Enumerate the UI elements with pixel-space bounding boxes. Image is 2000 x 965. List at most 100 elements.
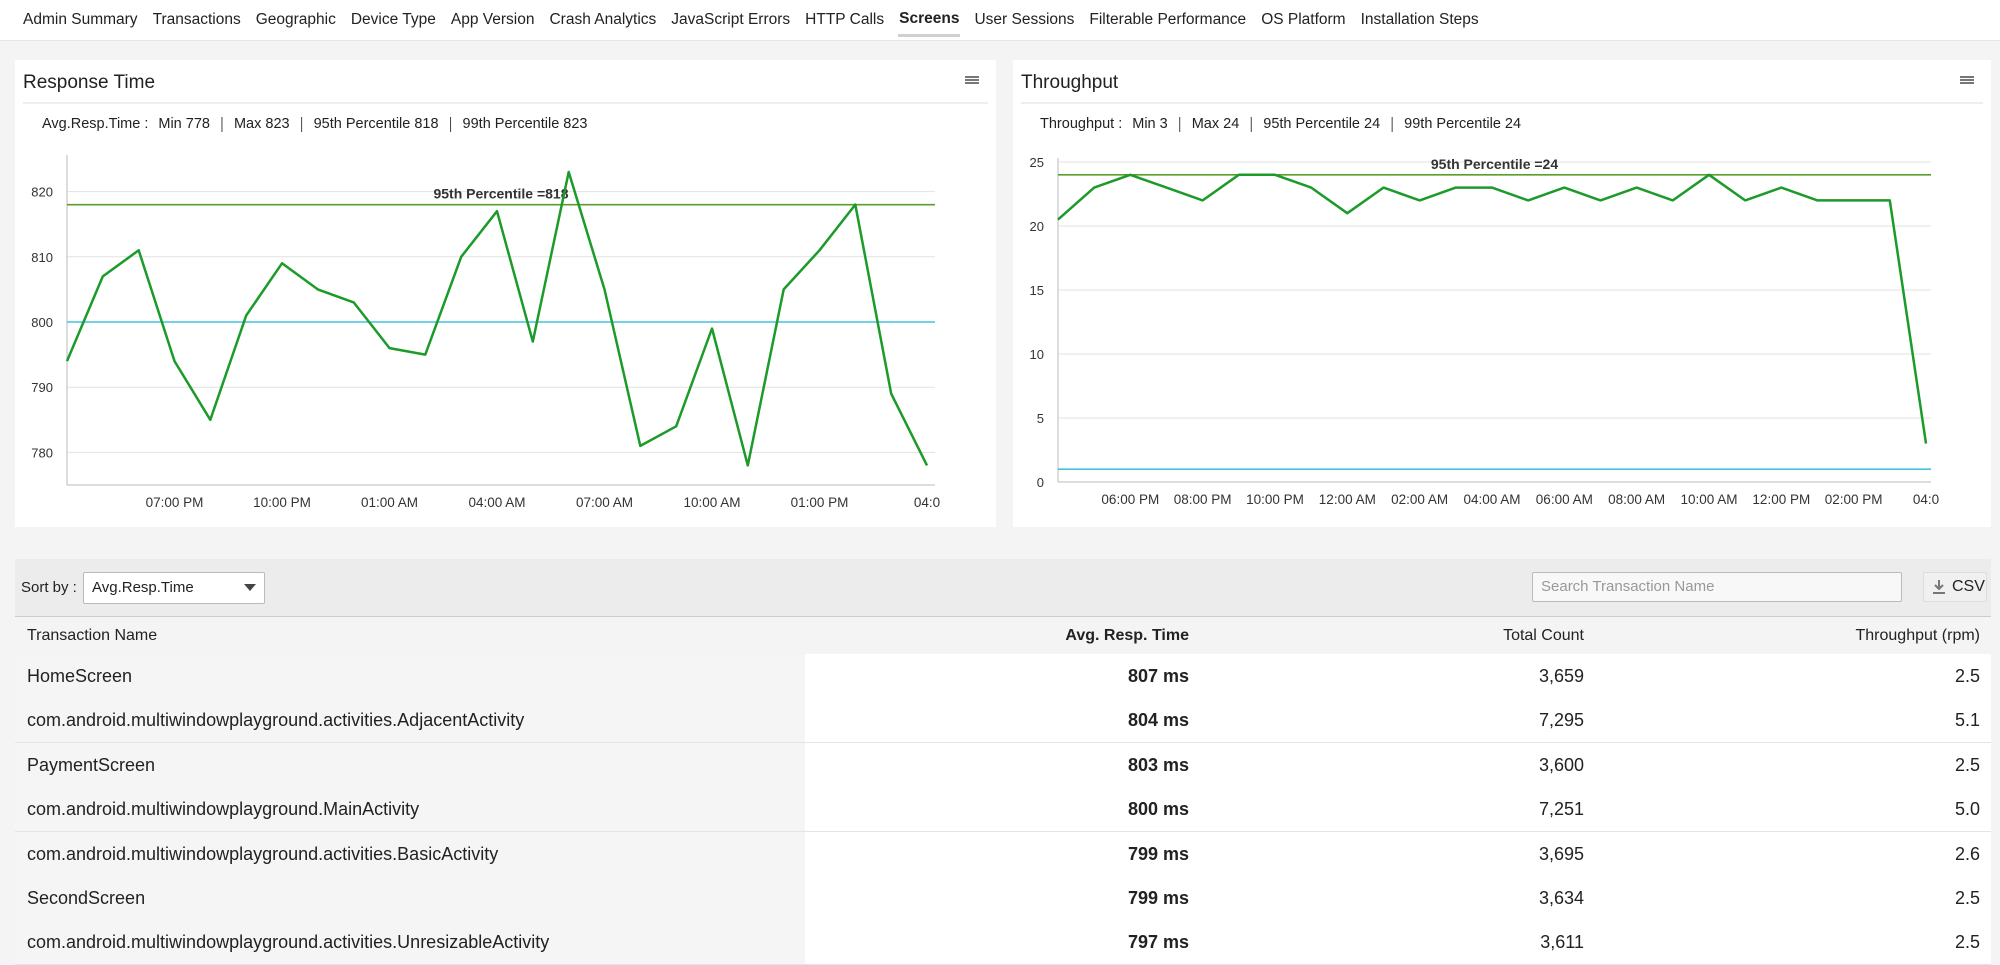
- chart-panel: Response Time Avg.Resp.Time : Min 778 Max 8…: [15, 60, 996, 527]
- chart-title: Response Time: [23, 72, 155, 93]
- csv-label: CSV: [1952, 578, 1985, 595]
- sort-select[interactable]: Avg.Resp.Time: [83, 572, 265, 604]
- tab[interactable]: Filterable Performance: [1089, 11, 1247, 28]
- x-tick-label: 10:00 PM: [253, 495, 311, 510]
- tab-bar: Admin Summary Transactions Geographic Devic…: [0, 0, 2000, 41]
- tab[interactable]: JavaScript Errors: [671, 11, 791, 28]
- series-line: [65, 170, 929, 467]
- x-tick-label: 04:0: [914, 495, 940, 510]
- tab[interactable]: Admin Summary: [23, 11, 138, 28]
- csv-button[interactable]: CSV: [1923, 572, 1987, 602]
- table-row[interactable]: HomeScreen 807 ms 3,659 2.5: [15, 654, 1991, 699]
- name-cell-bg: [15, 654, 805, 698]
- table-row[interactable]: com.android.multiwindowplayground.activi…: [15, 698, 1991, 744]
- table-cell: 2.5: [1954, 888, 1980, 908]
- table-cell: 3,659: [1538, 666, 1584, 686]
- table-cell: 5.1: [1954, 710, 1980, 731]
- tab[interactable]: App Version: [450, 11, 535, 28]
- table-cell: 803 ms: [1127, 754, 1189, 775]
- tab[interactable]: OS Platform: [1261, 11, 1346, 28]
- name-cell-bg: [15, 698, 805, 743]
- table-cell: 2.5: [1954, 754, 1980, 775]
- name-cell-bg: [15, 742, 805, 787]
- search-input[interactable]: Search Transaction Name: [1532, 572, 1902, 602]
- y-tick-label: 780: [31, 445, 53, 460]
- table-row[interactable]: com.android.multiwindowplayground.MainAc…: [15, 787, 1991, 833]
- table-cell: 5.0: [1954, 799, 1980, 820]
- name-cell-bg: [15, 831, 805, 876]
- table-cell: HomeScreen: [27, 666, 133, 686]
- table-cell: 797 ms: [1127, 932, 1189, 953]
- name-cell-bg: [15, 920, 805, 965]
- tab[interactable]: Screens: [898, 4, 961, 37]
- column-header[interactable]: Avg. Resp. Time: [1065, 627, 1189, 644]
- stats-label: Avg.Resp.Time :: [42, 116, 148, 132]
- tab[interactable]: Transactions: [152, 11, 241, 28]
- tab[interactable]: Device Type: [350, 11, 436, 28]
- stats-item: Max 823: [234, 116, 290, 132]
- stats-item: Max 24: [1192, 116, 1240, 132]
- x-tick-label: 08:00 AM: [1608, 492, 1665, 507]
- y-tick-label: 800: [31, 315, 53, 330]
- table-cell: SecondScreen: [27, 888, 146, 908]
- table-cell: com.android.multiwindowplayground.MainAc…: [27, 799, 420, 820]
- name-cell-bg: [15, 876, 805, 920]
- stats-item: 95th Percentile 818: [314, 116, 439, 132]
- stats-item: Min 3: [1132, 116, 1167, 132]
- series-line: [1057, 173, 1928, 444]
- x-tick-label: 06:00 AM: [1536, 492, 1593, 507]
- column-header[interactable]: Throughput (rpm): [1855, 627, 1981, 644]
- tab[interactable]: HTTP Calls: [805, 11, 885, 28]
- stats-item: Min 778: [158, 116, 210, 132]
- y-tick-label: 20: [1030, 219, 1044, 234]
- x-tick-label: 12:00 PM: [1752, 492, 1810, 507]
- table-cell: com.android.multiwindowplayground.activi…: [27, 843, 499, 864]
- stats-item: 99th Percentile 823: [463, 116, 588, 132]
- sort-value: Avg.Resp.Time: [92, 579, 194, 596]
- x-tick-label: 01:00 AM: [361, 495, 418, 510]
- table-cell: 3,611: [1540, 932, 1584, 953]
- x-tick-label: 10:00 AM: [683, 495, 740, 510]
- y-tick-label: 810: [31, 250, 53, 265]
- column-header[interactable]: Total Count: [1503, 627, 1584, 644]
- x-tick-label: 07:00 AM: [576, 495, 633, 510]
- x-tick-label: 08:00 PM: [1174, 492, 1232, 507]
- search-placeholder: Search Transaction Name: [1541, 578, 1715, 595]
- table-cell: 2.5: [1954, 932, 1980, 953]
- table-cell: com.android.multiwindowplayground.activi…: [27, 932, 550, 953]
- tab[interactable]: Crash Analytics: [549, 11, 657, 28]
- sort-label: Sort by :: [21, 579, 77, 596]
- table-cell: 7,295: [1538, 710, 1584, 731]
- table-row[interactable]: com.android.multiwindowplayground.activi…: [15, 831, 1991, 877]
- table-row[interactable]: PaymentScreen 803 ms 3,600 2.5: [15, 742, 1991, 788]
- reference-label: 95th Percentile =818: [433, 186, 568, 202]
- tab[interactable]: User Sessions: [974, 11, 1075, 28]
- stats-item: 95th Percentile 24: [1263, 116, 1380, 132]
- x-tick-label: 01:00 PM: [791, 495, 849, 510]
- table-cell: PaymentScreen: [27, 754, 156, 775]
- x-tick-label: 04:00 AM: [468, 495, 525, 510]
- y-tick-label: 0: [1037, 475, 1044, 490]
- y-tick-label: 5: [1037, 411, 1044, 426]
- chart-panel: Throughput Throughput : Min 3 Max 24 95th Pe…: [1013, 60, 1991, 527]
- table-header: Transaction Name Avg. Resp. Time Total Cou…: [15, 616, 1991, 655]
- table-cell: 7,251: [1538, 799, 1584, 820]
- table-row[interactable]: com.android.multiwindowplayground.activi…: [15, 920, 1991, 965]
- x-tick-label: 12:00 AM: [1319, 492, 1376, 507]
- toolbar: Sort by : Avg.Resp.Time Search Transacti…: [15, 559, 1991, 616]
- table-row[interactable]: SecondScreen 799 ms 3,634 2.5: [15, 876, 1991, 921]
- x-tick-label: 10:00 PM: [1246, 492, 1304, 507]
- table-cell: com.android.multiwindowplayground.activi…: [27, 710, 525, 731]
- table-cell: 804 ms: [1127, 710, 1189, 731]
- table-cell: 3,634: [1538, 888, 1584, 908]
- x-tick-label: 06:00 PM: [1101, 492, 1159, 507]
- tab[interactable]: Installation Steps: [1360, 11, 1479, 28]
- table-cell: 799 ms: [1127, 843, 1189, 864]
- column-header: Transaction Name: [27, 627, 158, 644]
- x-tick-label: 04:00 AM: [1463, 492, 1520, 507]
- tab[interactable]: Geographic: [255, 11, 336, 28]
- x-tick-label: 10:00 AM: [1680, 492, 1737, 507]
- stats-item: 99th Percentile 24: [1404, 116, 1521, 132]
- table: Transaction Name Avg. Resp. Time Total Cou…: [15, 616, 1991, 965]
